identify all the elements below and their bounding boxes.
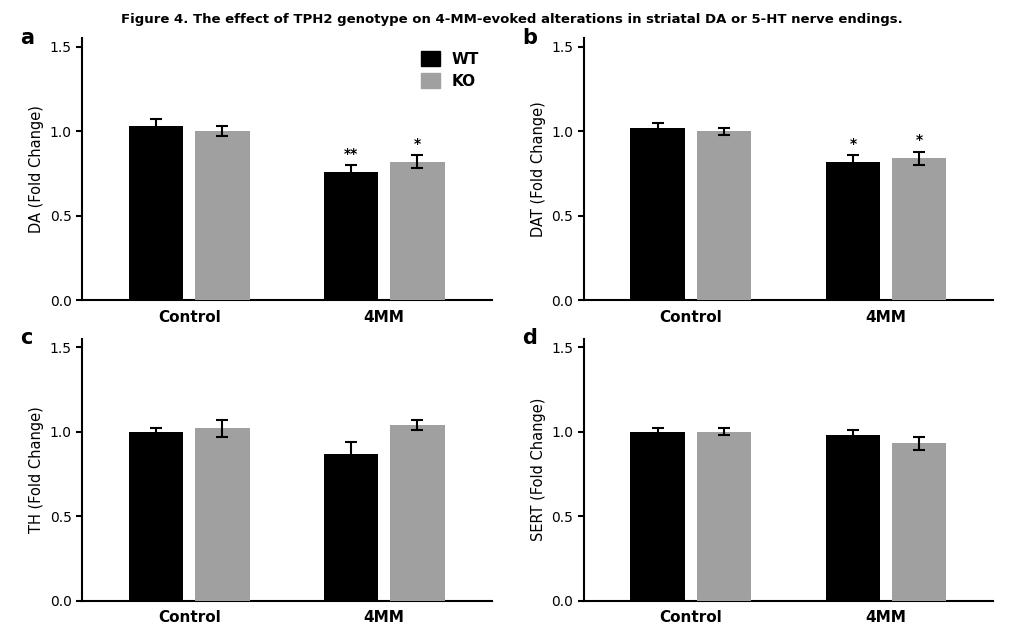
Text: *: * [414, 137, 421, 151]
Bar [195, 428, 250, 601]
Bar [696, 431, 752, 601]
Text: c: c [20, 328, 33, 348]
Text: a: a [20, 28, 35, 48]
Bar [324, 172, 379, 300]
Bar [631, 128, 685, 300]
Y-axis label: TH (Fold Change): TH (Fold Change) [29, 406, 44, 533]
Bar [195, 131, 250, 300]
Text: d: d [522, 328, 538, 348]
Bar [390, 162, 444, 300]
Bar [129, 127, 183, 300]
Text: **: ** [344, 147, 358, 161]
Bar [696, 131, 752, 300]
Bar [825, 435, 881, 601]
Bar [825, 162, 881, 300]
Text: *: * [915, 134, 923, 148]
Text: Figure 4. The effect of TPH2 genotype on 4-MM-evoked alterations in striatal DA : Figure 4. The effect of TPH2 genotype on… [121, 13, 903, 26]
Y-axis label: DA (Fold Change): DA (Fold Change) [29, 105, 44, 233]
Bar [129, 431, 183, 601]
Bar [631, 431, 685, 601]
Bar [324, 454, 379, 601]
Text: b: b [522, 28, 538, 48]
Y-axis label: SERT (Fold Change): SERT (Fold Change) [530, 398, 546, 541]
Y-axis label: DAT (Fold Change): DAT (Fold Change) [530, 102, 546, 237]
Bar [892, 443, 946, 601]
Bar [390, 425, 444, 601]
Text: *: * [849, 137, 856, 151]
Legend: WT, KO: WT, KO [417, 46, 484, 93]
Bar [892, 158, 946, 300]
